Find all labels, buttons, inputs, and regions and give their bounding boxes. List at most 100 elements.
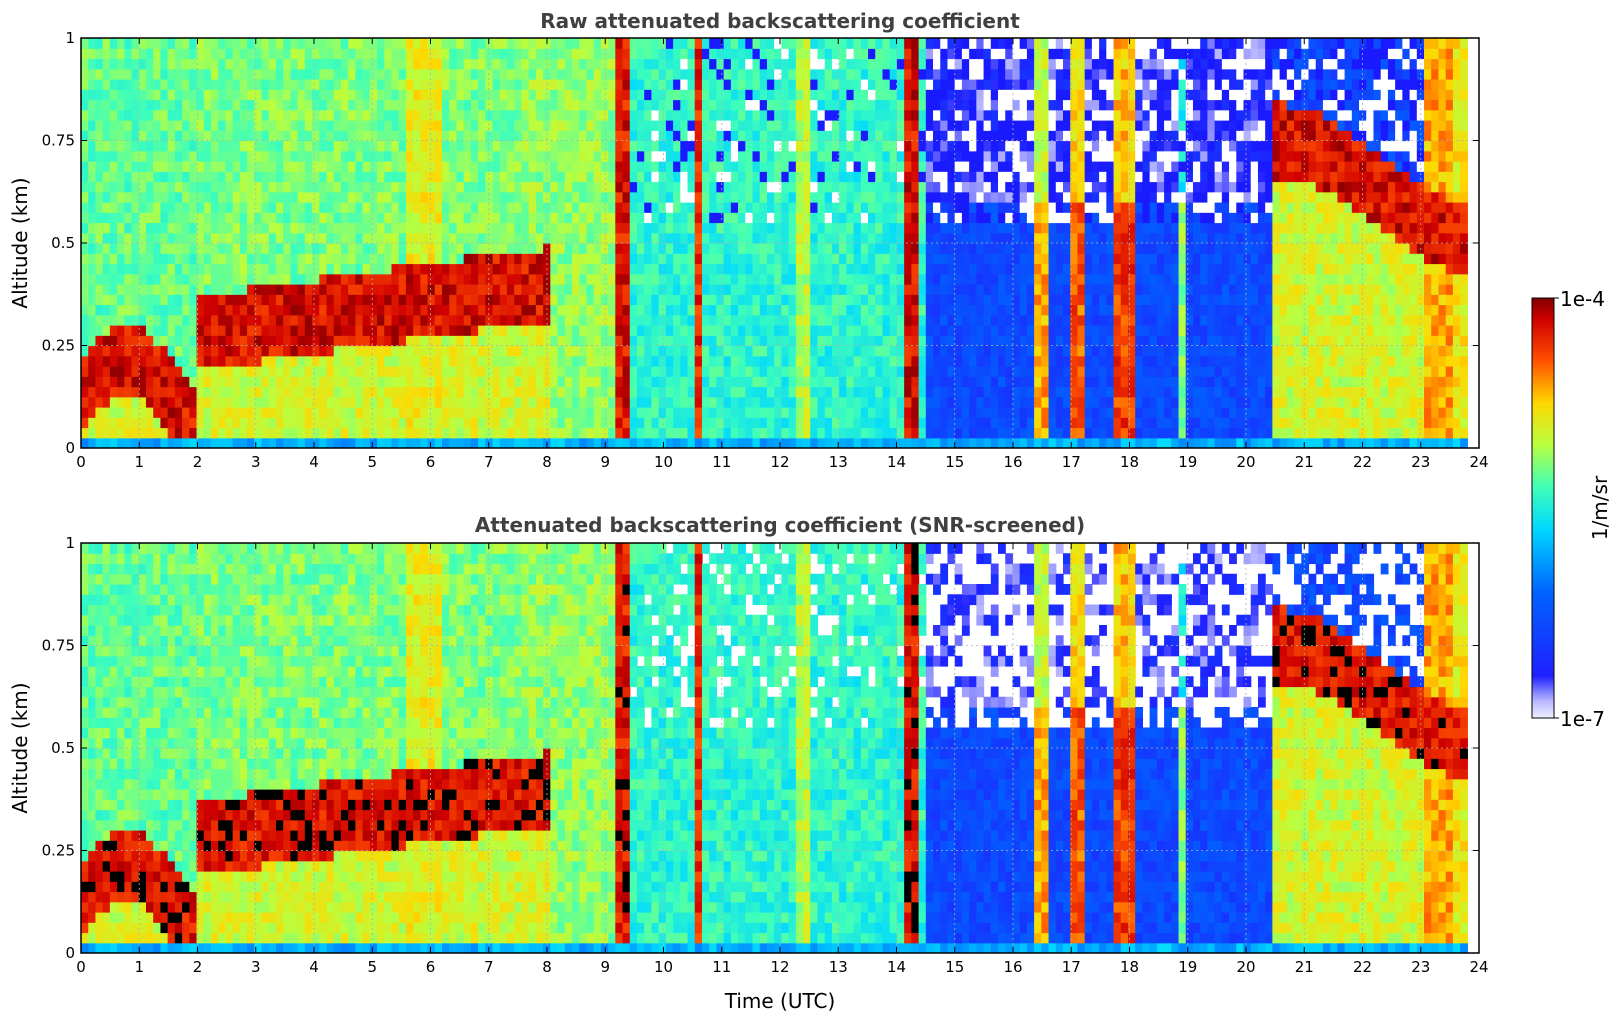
heatmap-cell	[940, 222, 949, 234]
heatmap-cell	[730, 130, 739, 142]
heatmap-cell	[420, 345, 429, 357]
heatmap-cell	[766, 417, 775, 429]
heatmap-cell	[550, 181, 559, 193]
heatmap-cell	[247, 294, 255, 306]
heatmap-cell	[933, 386, 941, 398]
heatmap-cell	[723, 294, 732, 306]
heatmap-cell	[622, 325, 631, 336]
heatmap-cell	[427, 396, 436, 408]
heatmap-cell	[355, 284, 364, 295]
heatmap-cell	[665, 376, 674, 388]
heatmap-cell	[961, 222, 970, 234]
heatmap-cell	[694, 386, 703, 398]
heatmap-cell	[405, 325, 414, 336]
heatmap-cell	[333, 171, 342, 183]
heatmap-cell	[507, 345, 515, 357]
heatmap-cell	[730, 120, 739, 131]
heatmap-cell	[803, 376, 811, 388]
heatmap-cell	[788, 109, 797, 121]
heatmap-cell	[846, 68, 855, 80]
heatmap-cell	[608, 140, 616, 152]
heatmap-cell	[774, 140, 782, 152]
heatmap-cell	[239, 314, 248, 326]
heatmap-cell	[261, 294, 270, 306]
heatmap-cell	[940, 437, 949, 448]
heatmap-cell	[182, 427, 190, 439]
heatmap-cell	[564, 68, 573, 80]
heatmap-cell	[117, 171, 125, 183]
heatmap-cell	[572, 48, 580, 60]
heatmap-cell	[268, 417, 277, 429]
heatmap-cell	[88, 130, 97, 142]
heatmap-cell	[355, 89, 364, 101]
heatmap-cell	[911, 120, 920, 131]
heatmap-cell	[752, 222, 761, 234]
heatmap-cell	[730, 417, 739, 429]
heatmap-cell	[340, 181, 349, 193]
heatmap-cell	[759, 243, 768, 254]
heatmap-cell	[817, 314, 826, 326]
heatmap-cell	[636, 263, 645, 275]
heatmap-cell	[283, 212, 291, 224]
heatmap-cell	[254, 212, 263, 224]
heatmap-cell	[846, 263, 855, 275]
heatmap-cell	[738, 130, 746, 142]
heatmap-cell	[572, 294, 580, 306]
heatmap-cell	[377, 263, 385, 275]
heatmap-cell	[817, 161, 826, 172]
heatmap-cell	[795, 202, 804, 213]
heatmap-cell	[889, 253, 898, 265]
heatmap-cell	[218, 161, 227, 172]
heatmap-cell	[593, 417, 602, 429]
heatmap-cell	[102, 396, 111, 408]
heatmap-cell	[514, 243, 523, 254]
heatmap-cell	[268, 355, 277, 367]
heatmap-cell	[304, 140, 313, 152]
heatmap-cell	[131, 273, 140, 285]
heatmap-cell	[969, 396, 977, 408]
heatmap-cell	[564, 89, 573, 101]
heatmap-cell	[831, 355, 840, 367]
heatmap-cell	[485, 386, 494, 398]
heatmap-cell	[961, 191, 970, 203]
heatmap-cell	[117, 202, 125, 213]
heatmap-cell	[384, 366, 393, 377]
heatmap-cell	[333, 284, 342, 295]
heatmap-cell	[290, 58, 299, 70]
heatmap-cell	[463, 243, 472, 254]
heatmap-cell	[673, 68, 681, 80]
heatmap-cell	[247, 243, 255, 254]
heatmap-cell	[528, 243, 537, 254]
heatmap-cell	[795, 325, 804, 336]
heatmap-cell	[752, 79, 761, 90]
heatmap-cell	[398, 376, 407, 388]
heatmap-cell	[730, 222, 739, 234]
heatmap-cell	[326, 335, 335, 347]
heatmap-cell	[362, 58, 371, 70]
heatmap-cell	[651, 140, 660, 152]
heatmap-cell	[81, 325, 89, 336]
heatmap-cell	[449, 38, 458, 49]
heatmap-cell	[947, 48, 956, 60]
heatmap-cell	[420, 191, 429, 203]
heatmap-cell	[398, 273, 407, 285]
heatmap-cell	[615, 284, 624, 295]
heatmap-cell	[651, 243, 660, 254]
heatmap-cell	[853, 284, 862, 295]
heatmap-cell	[651, 263, 660, 275]
heatmap-cell	[174, 263, 183, 275]
heatmap-cell	[557, 48, 566, 60]
heatmap-cell	[593, 345, 602, 357]
heatmap-cell	[95, 437, 104, 448]
heatmap-cell	[449, 325, 458, 336]
heatmap-cell	[788, 355, 797, 367]
heatmap-cell	[138, 191, 147, 203]
heatmap-cell	[131, 314, 140, 326]
heatmap-cell	[333, 89, 342, 101]
heatmap-cell	[543, 325, 551, 336]
heatmap-cell	[275, 376, 284, 388]
heatmap-cell	[254, 345, 263, 357]
heatmap-cell	[846, 48, 855, 60]
heatmap-cell	[384, 427, 393, 439]
heatmap-cell	[182, 304, 190, 316]
